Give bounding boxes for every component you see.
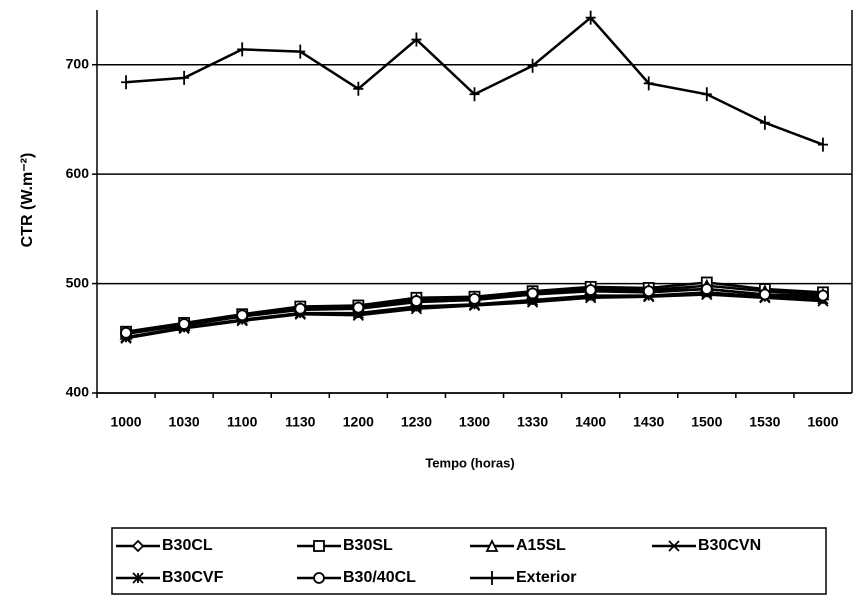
marker (468, 292, 481, 305)
marker (817, 137, 828, 152)
marker-part (701, 87, 712, 102)
marker (236, 309, 249, 322)
marker-part (759, 115, 770, 130)
marker (313, 540, 325, 552)
marker-part (179, 70, 190, 85)
marker (668, 540, 680, 552)
x-tick-label: 1400 (575, 414, 606, 430)
marker-part (469, 87, 480, 102)
marker-part (487, 571, 497, 585)
marker-part (132, 572, 144, 584)
marker (353, 81, 364, 96)
marker (527, 58, 538, 73)
x-tick-label: 1430 (633, 414, 664, 430)
marker (294, 302, 307, 315)
marker-part (237, 42, 248, 57)
marker (642, 285, 655, 298)
x-tick-label: 1230 (401, 414, 432, 430)
marker-part (585, 10, 596, 25)
marker-part (817, 137, 828, 152)
marker (295, 44, 306, 59)
marker (817, 289, 829, 302)
x-tick-label: 1200 (343, 414, 374, 430)
marker (132, 572, 144, 584)
x-tick-label: 1530 (749, 414, 780, 430)
marker-part (411, 32, 422, 47)
marker-part (643, 76, 654, 91)
legend-label: B30CVN (698, 537, 761, 554)
x-tick-label: 1100 (227, 414, 258, 430)
marker (411, 32, 422, 47)
legend-label: B30SL (343, 537, 393, 554)
marker (701, 87, 712, 102)
marker (485, 538, 499, 552)
x-axis-label: Tempo (horas) (425, 455, 514, 470)
marker (584, 284, 597, 297)
marker (410, 295, 423, 307)
marker-part (121, 75, 132, 90)
y-tick-label: 400 (66, 384, 90, 400)
marker (131, 539, 145, 553)
marker (759, 115, 770, 130)
marker (313, 572, 325, 584)
marker-part (527, 58, 538, 73)
marker-part (295, 44, 306, 59)
marker (121, 75, 132, 90)
y-tick-label: 600 (66, 165, 90, 181)
legend-label: B30CL (162, 537, 213, 554)
x-tick-label: 1500 (691, 414, 722, 430)
marker (179, 70, 190, 85)
x-tick-label: 1300 (459, 414, 490, 430)
legend-label: B30CVF (162, 569, 224, 586)
marker (758, 288, 771, 301)
marker (526, 287, 539, 300)
series-line (125, 15, 824, 146)
marker (237, 42, 248, 57)
marker (120, 326, 132, 339)
legend-label: Exterior (516, 569, 576, 586)
marker (352, 301, 365, 314)
legend-label: B30/40CL (343, 569, 416, 586)
y-axis-label: CTR (W.m⁻²) (19, 153, 36, 248)
y-tick-label: 500 (66, 274, 90, 290)
x-tick-label: 1600 (807, 414, 838, 430)
y-tick-label: 700 (66, 55, 90, 71)
marker (469, 87, 480, 102)
marker (700, 283, 713, 295)
marker (585, 10, 596, 25)
x-tick-label: 1030 (169, 414, 200, 430)
x-tick-label: 1000 (110, 414, 141, 430)
marker-part (353, 81, 364, 96)
legend-box (111, 527, 827, 595)
marker (178, 318, 191, 330)
marker-part (668, 540, 680, 552)
legend-label: A15SL (516, 537, 566, 554)
x-tick-label: 1130 (285, 414, 316, 430)
marker (643, 76, 654, 91)
x-tick-label: 1330 (517, 414, 548, 430)
marker (487, 571, 497, 585)
